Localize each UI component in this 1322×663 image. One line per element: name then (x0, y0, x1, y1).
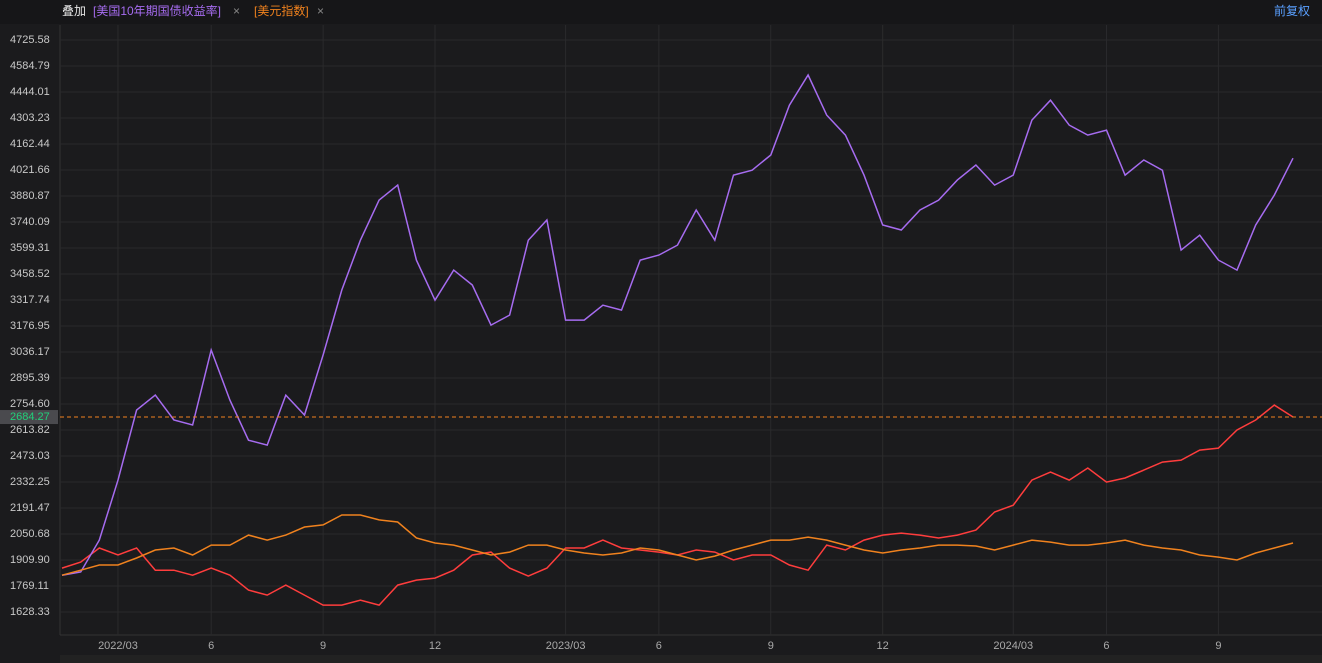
x-tick-label: 12 (429, 640, 441, 652)
legend-entry[interactable]: [美国10年期国债收益率] (93, 3, 221, 18)
y-tick-label: 2050.68 (10, 528, 50, 540)
y-tick-label: 4021.66 (10, 164, 50, 176)
y-tick-label: 3740.09 (10, 216, 50, 228)
y-tick-label: 3176.95 (10, 320, 50, 332)
close-icon[interactable]: × (317, 4, 324, 18)
y-tick-label: 2895.39 (10, 372, 50, 384)
y-tick-label: 4303.23 (10, 112, 50, 124)
header-bar (0, 0, 1322, 24)
x-tick-label: 6 (1103, 640, 1109, 652)
close-icon[interactable]: × (233, 4, 240, 18)
y-tick-label: 4162.44 (10, 138, 50, 150)
series-line (61, 73, 1294, 576)
x-tick-label: 9 (1215, 640, 1221, 652)
x-tick-label: 6 (656, 640, 662, 652)
y-tick-label: 1769.11 (10, 580, 49, 592)
y-tick-label: 1628.33 (10, 606, 50, 618)
x-tick-label: 6 (208, 640, 214, 652)
adjust-button[interactable]: 前复权 (1274, 3, 1310, 18)
y-tick-label: 3458.52 (10, 268, 50, 280)
x-tick-label: 2023/03 (546, 640, 586, 652)
x-tick-label: 9 (768, 640, 774, 652)
legend-entry[interactable]: [美元指数] (254, 3, 309, 18)
grid (60, 25, 1322, 635)
y-tick-label: 4444.01 (10, 86, 50, 98)
y-tick-label: 2473.03 (10, 450, 50, 462)
y-tick-label: 1909.90 (10, 554, 50, 566)
y-tick-label: 2754.60 (10, 398, 50, 410)
y-tick-label: 2613.82 (10, 424, 50, 436)
y-tick-label: 4584.79 (10, 60, 50, 72)
series-line (61, 514, 1294, 576)
y-tick-label: 2332.25 (10, 476, 50, 488)
scrollbar[interactable] (60, 655, 1322, 663)
y-tick-label: 4725.58 (10, 34, 50, 46)
y-tick-label: 3880.87 (10, 190, 50, 202)
x-tick-label: 2024/03 (993, 640, 1033, 652)
y-tick-label: 2191.47 (10, 502, 50, 514)
overlay-label[interactable]: 叠加 (62, 4, 86, 18)
x-tick-label: 12 (877, 640, 889, 652)
y-tick-label: 3317.74 (10, 294, 50, 306)
x-tick-label: 9 (320, 640, 326, 652)
y-tick-label: 3036.17 (10, 346, 50, 358)
current-label: 2684.27 (10, 411, 50, 423)
y-tick-label: 3599.31 (10, 242, 50, 254)
x-tick-label: 2022/03 (98, 640, 138, 652)
current-label-box (0, 410, 58, 425)
